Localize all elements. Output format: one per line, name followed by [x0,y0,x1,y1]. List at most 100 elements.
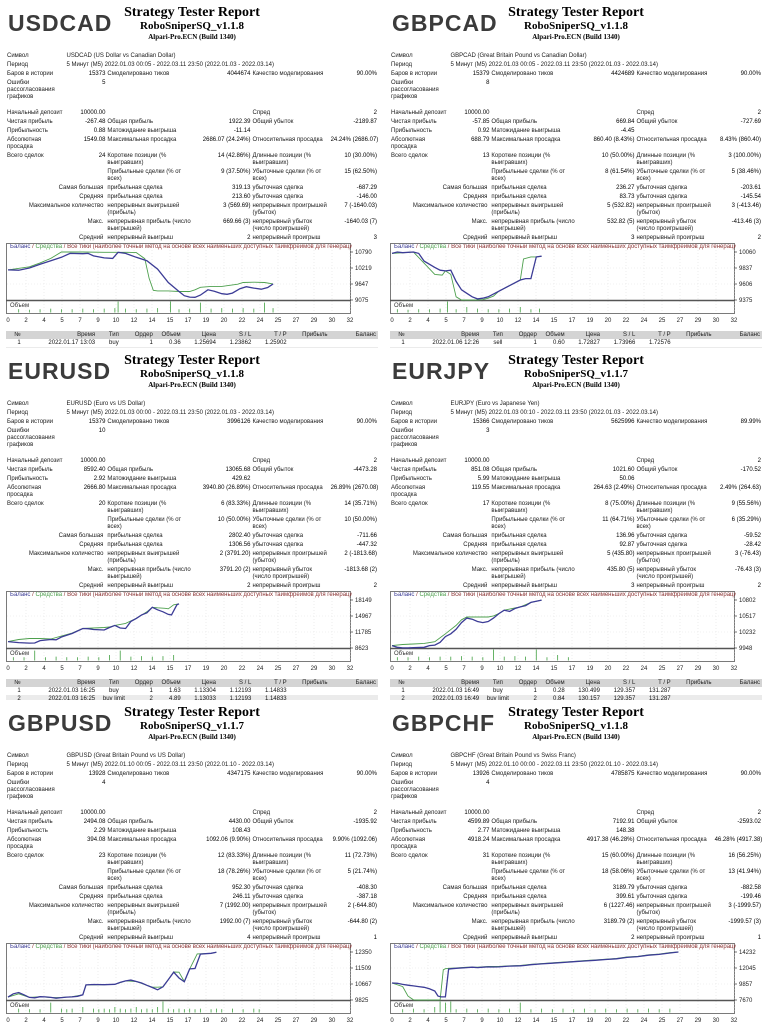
x-axis-label: 9 [480,1018,484,1024]
stat-value: 5 (38.46%) [731,169,761,175]
stat-value: 1922.39 [228,119,251,125]
ea-version: RoboSniperSQ_v1.1.8 [140,20,244,32]
trades-header-cell: S / L [602,331,638,339]
stat-value: 2 [247,235,251,241]
trades-header-cell: Баланс [329,679,378,687]
stats-table: Символ EURJPY (Euro vs Japanese Yen) Перио… [390,400,762,591]
stat-value: 4 [247,935,251,941]
stats-row: Прибыльность 5.99 Матожидание выигрыша 50.0… [390,475,762,484]
stat-label: прибыльная сделка [491,885,547,891]
stat-value: 9 (55.56%) [731,501,761,507]
stat-label: непрерывный проигрыш [252,235,321,241]
stat-value: 119.55 [471,485,490,491]
stats-row: Всего сделок 20 Короткие позиции (% выигра… [6,500,378,516]
stats-row: Самая большая прибыльная сделка 2802.40 убы… [6,532,378,541]
stat-label: прибыльная сделка [491,542,547,548]
stat-label: Спред [636,458,655,464]
stat-value: 11 (64.71%) [602,517,635,523]
x-axis-label: 32 [347,1018,354,1024]
x-axis-label: 22 [239,1018,246,1024]
chart-area: Баланс / Средства / Все тики (наиболее т… [390,943,762,1024]
stat-value: 435.80 (5) [607,567,635,573]
stats-spacer [6,802,378,809]
stat-label: Прибыльные сделки (% от всех) [107,869,182,882]
stat-label: Макс. [87,919,104,925]
panel-header: GBPCAD Strategy Tester Report RoboSniper… [390,3,762,47]
stat-value: 90.00% [356,419,377,425]
stat-label: Общий убыток [252,467,294,473]
stat-value: -447.32 [356,542,377,548]
stats-row: Чистая прибыль -57.85 Общая прибыль 669.84 О… [390,118,762,127]
stats-row: Начальный депозит 10000.00 Спред 2 [390,809,762,818]
x-axis-label: 12 [131,318,138,324]
stats-row: Абсолютная просадка 394.08 Максимальная пр… [6,836,378,852]
stat-value: 4424689 [611,71,635,77]
trade-cell: buy [109,688,119,694]
stat-value: 20 [98,501,106,507]
stat-label: Начальный депозит [391,458,447,464]
trade-cell: 1.12193 [229,696,252,700]
stats-row: Всего сделок 23 Короткие позиции (% выигра… [6,852,378,868]
stat-value: -2593.02 [737,819,761,825]
equity-legend: Средства [35,592,63,598]
x-axis-label: 15 [167,666,174,672]
x-axis-label: 19 [587,666,594,672]
x-axis-label: 27 [677,1018,684,1024]
x-axis-label: 15 [551,1018,558,1024]
stat-value: 2686.07 (24.24%) [202,137,251,143]
stat-label: Средняя [79,194,104,200]
x-axis-label: 0 [6,666,10,672]
equity-legend: Средства [419,944,447,950]
legend-separator: / [62,944,68,950]
stat-value: 5 (435.80) [607,551,635,557]
broker-build: Alpari-Pro.ECN (Build 1340) [148,733,236,741]
x-axis-label: 29 [695,318,702,324]
trade-cell: 131.287 [648,688,671,694]
stat-label: Абсолютная просадка [7,837,42,850]
report-title: Strategy Tester Report [124,705,260,720]
stat-value: 7192.91 [612,819,635,825]
broker-build: Alpari-Pro.ECN (Build 1340) [148,381,236,389]
stat-label: Абсолютная просадка [391,837,426,850]
x-axis-label: 30 [329,666,336,672]
stats-row: Абсолютная просадка 119.55 Максимальная пр… [390,484,762,500]
x-axis-label: 32 [347,318,354,324]
stat-value: 10 (50.00%) [601,153,635,159]
stat-value: 24 [98,153,106,159]
stats-row: Баров в истории 15379 Смоделировано тиков 4… [390,70,762,79]
trade-cell: buy [109,340,119,346]
stats-row: Максимальное количество непрерывных выигр… [390,902,762,918]
stat-label: непрерывный выигрыш [491,935,557,941]
stats-table: Символ GBPCHF (Great Britain Pound vs Swi… [390,752,762,943]
stat-label: Средний [463,235,488,241]
stat-value: 8 [486,80,490,86]
y-axis-label: 9647 [355,282,369,288]
x-axis-label: 30 [713,318,720,324]
trades-header-cell: Прибыль [288,331,330,339]
stat-value: 90.00% [356,771,377,777]
stat-label: Убыточные сделки (% от всех) [252,169,322,182]
stat-value: 2.29 [93,828,106,834]
trades-header-cell: Цена [182,331,218,339]
stat-label: непрерывная прибыль (число выигрышей) [491,219,575,232]
balance-legend: Баланс [10,944,31,950]
trades-body: 1 2022.01.03 16:49 buy 1 0.28 130.499 129.357 1… [390,687,762,700]
stat-label: Средний [79,583,104,589]
trade-cell: 1 [401,688,405,694]
stat-label: Баров в истории [391,71,438,77]
volume-pane-label: Объем [10,651,29,657]
stat-label: Короткие позиции (% выигравших) [107,853,167,866]
stat-value: 2 [757,110,761,116]
stat-label: Средняя [463,894,488,900]
stat-value: 13 [482,153,490,159]
trades-body: 1 2022.01.06 12:26 sell 1 0.60 1.72827 1.73966… [390,339,762,348]
stat-value: 13065.68 [225,467,251,473]
stats-spacer [6,450,378,457]
stat-value: -711.66 [357,533,377,539]
stats-row: Прибыльность 0.92 Матожидание выигрыша -4.4… [390,127,762,136]
equity-legend: Средства [35,244,63,250]
stat-value: 2 (-644.80) [347,903,377,909]
stat-label: непрерывный выигрыш [107,583,173,589]
stat-value: -2189.87 [353,119,377,125]
x-axis-label: 5 [60,1018,64,1024]
